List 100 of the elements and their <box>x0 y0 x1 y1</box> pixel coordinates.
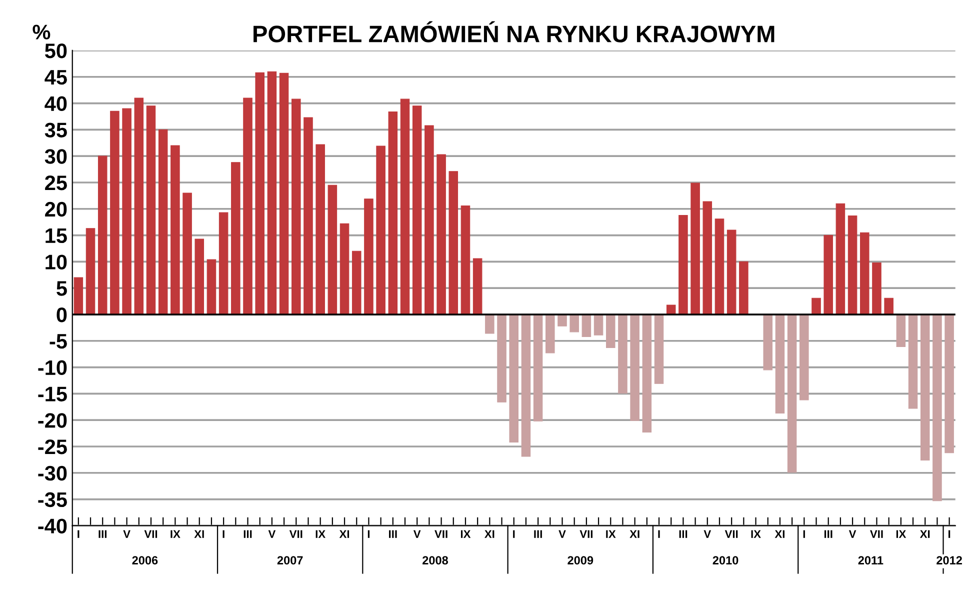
y-tick-label: 5 <box>56 281 67 296</box>
bar <box>472 258 482 315</box>
x-tick-label: III <box>824 530 832 538</box>
bar <box>690 182 700 315</box>
bar <box>485 314 494 334</box>
x-tick-label: IX <box>606 530 616 538</box>
x-tick-label: III <box>244 530 252 538</box>
bar <box>436 154 446 315</box>
bar <box>582 314 592 337</box>
y-tick-label: 20 <box>45 202 67 217</box>
x-tick-label: IX <box>460 530 471 538</box>
x-tick-label: IX <box>170 530 180 538</box>
y-tick-label: -20 <box>38 413 67 428</box>
x-tick-label: V <box>268 530 276 538</box>
bar <box>74 277 84 315</box>
x-tick-label: V <box>123 530 130 538</box>
bar <box>763 314 773 370</box>
bar <box>352 250 362 315</box>
bar <box>570 314 579 332</box>
y-tick-label: -25 <box>38 439 67 454</box>
y-tick-label: -35 <box>38 492 67 508</box>
bar <box>558 314 567 326</box>
bar <box>872 262 882 315</box>
bar <box>678 214 688 315</box>
y-tick-label: 45 <box>44 70 67 85</box>
bar <box>630 314 640 421</box>
bar <box>98 156 108 315</box>
y-tick-label: 0 <box>56 307 67 322</box>
y-tick-label: 35 <box>44 122 67 138</box>
x-tick-label: IX <box>896 530 906 538</box>
y-tick-label: 50 <box>44 43 67 58</box>
bar <box>376 146 386 315</box>
text: 2007 <box>277 556 303 564</box>
x-tick-label: VII <box>870 530 883 538</box>
bar <box>546 314 555 354</box>
bar <box>86 228 96 315</box>
bar <box>279 72 289 315</box>
text: 2009 <box>568 556 594 564</box>
bar <box>642 314 652 433</box>
y-tick-label: 30 <box>44 149 67 164</box>
bar <box>800 314 809 400</box>
x-tick-label: VII <box>580 530 592 538</box>
x-tick-label: VII <box>144 530 158 538</box>
bar <box>848 215 858 315</box>
x-tick-label: III <box>389 530 397 538</box>
x-tick-label: I <box>948 530 950 538</box>
bar <box>170 145 180 315</box>
text: 2012 <box>936 556 962 564</box>
y-tick-label: -40 <box>38 518 67 534</box>
x-tick-label: XI <box>630 530 640 538</box>
bar <box>243 98 252 315</box>
bar <box>533 314 543 422</box>
x-tick-label: VII <box>724 530 738 538</box>
x-tick-label: XI <box>774 530 784 538</box>
bar <box>194 238 204 315</box>
bar <box>231 162 240 315</box>
x-tick-label: VII <box>434 530 448 538</box>
bar <box>206 259 216 315</box>
bar <box>714 218 724 315</box>
x-tick-label: I <box>78 530 80 538</box>
y-tick-label: 25 <box>45 175 67 190</box>
y-tick-label: -15 <box>38 386 67 402</box>
x-tick-label: XI <box>339 530 350 538</box>
chart-title: PORTFEL ZAMÓWIEŃ NA RYNKU KRAJOWYM <box>254 21 774 42</box>
y-tick-label: -10 <box>38 360 67 376</box>
bar <box>328 184 338 315</box>
y-tick-label: 15 <box>46 228 67 244</box>
x-tick-label: IX <box>751 530 761 538</box>
bar <box>424 125 434 315</box>
bar <box>618 314 628 394</box>
bar <box>860 232 870 315</box>
bar <box>606 314 616 348</box>
bar <box>255 72 264 315</box>
bar <box>497 314 506 402</box>
bar <box>412 106 422 315</box>
bar <box>836 203 846 315</box>
bar <box>304 117 313 315</box>
bar <box>787 314 797 473</box>
bar <box>340 223 350 315</box>
bar <box>726 230 736 315</box>
x-tick-label: VII <box>289 530 302 538</box>
bar <box>509 314 518 443</box>
x-tick-label: I <box>658 530 660 538</box>
bar <box>824 235 833 315</box>
bar <box>594 314 604 336</box>
bar <box>364 198 374 315</box>
bar <box>896 314 906 347</box>
x-tick-label: XI <box>484 530 494 538</box>
bar <box>267 71 277 315</box>
bar <box>218 212 228 315</box>
bar <box>448 171 458 315</box>
bar <box>400 98 410 315</box>
bar <box>134 98 144 315</box>
bar <box>460 205 470 315</box>
bar <box>739 261 748 315</box>
text: 2010 <box>712 556 738 564</box>
bar <box>932 314 942 502</box>
bar <box>702 201 712 315</box>
x-tick-label: III <box>534 530 542 538</box>
y-tick-label: 40 <box>44 96 67 112</box>
